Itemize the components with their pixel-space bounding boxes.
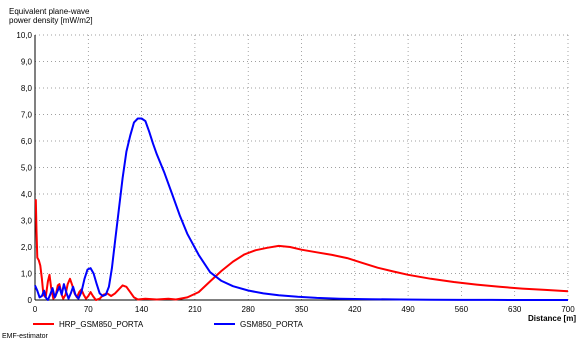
- y-tick-label: 4,0: [21, 190, 33, 199]
- x-tick-label: 350: [295, 305, 309, 314]
- x-tick-label: 700: [561, 305, 575, 314]
- y-tick-label: 8,0: [21, 84, 33, 93]
- x-tick-label: 210: [188, 305, 202, 314]
- series-layer: [34, 117, 569, 301]
- x-tick-label: 630: [508, 305, 522, 314]
- y-tick-label: 6,0: [21, 137, 33, 146]
- y-tick-label: 0: [28, 296, 33, 305]
- x-tick-label: 140: [135, 305, 149, 314]
- y-tick-label: 1,0: [21, 270, 33, 279]
- grid: [35, 34, 569, 300]
- y-tick-labels: 0 1,0 2,0 3,0 4,0 5,0 6,0 7,0 8,0 9,0 10,0: [16, 31, 32, 305]
- y-axis-label-line2: power density [mW/m2]: [9, 16, 93, 25]
- footer-label: EMF-estimator: [2, 333, 49, 340]
- legend: HRP_GSM850_PORTA GSM850_PORTA: [33, 320, 304, 329]
- y-tick-label: 5,0: [21, 164, 33, 173]
- x-tick-label: 70: [84, 305, 93, 314]
- x-tick-label: 420: [348, 305, 362, 314]
- x-tick-label: 0: [33, 305, 38, 314]
- series-line-0: [34, 199, 569, 301]
- x-tick-label: 560: [455, 305, 469, 314]
- x-axis-label: Distance [m]: [528, 314, 576, 323]
- x-tick-labels: 0 70 140 210 280 350 420 490 560 630 700: [33, 305, 575, 314]
- x-tick-label: 280: [242, 305, 256, 314]
- y-tick-label: 7,0: [21, 111, 33, 120]
- y-tick-label: 2,0: [21, 243, 33, 252]
- series-line-1: [34, 117, 568, 301]
- legend-label-hrp: HRP_GSM850_PORTA: [59, 320, 144, 329]
- y-axis-label-line1: Equivalent plane-wave: [9, 7, 90, 16]
- legend-label-gsm: GSM850_PORTA: [240, 320, 304, 329]
- y-tick-label: 3,0: [21, 217, 33, 226]
- y-tick-label: 9,0: [21, 58, 33, 67]
- x-tick-label: 490: [401, 305, 415, 314]
- y-tick-label: 10,0: [16, 31, 32, 40]
